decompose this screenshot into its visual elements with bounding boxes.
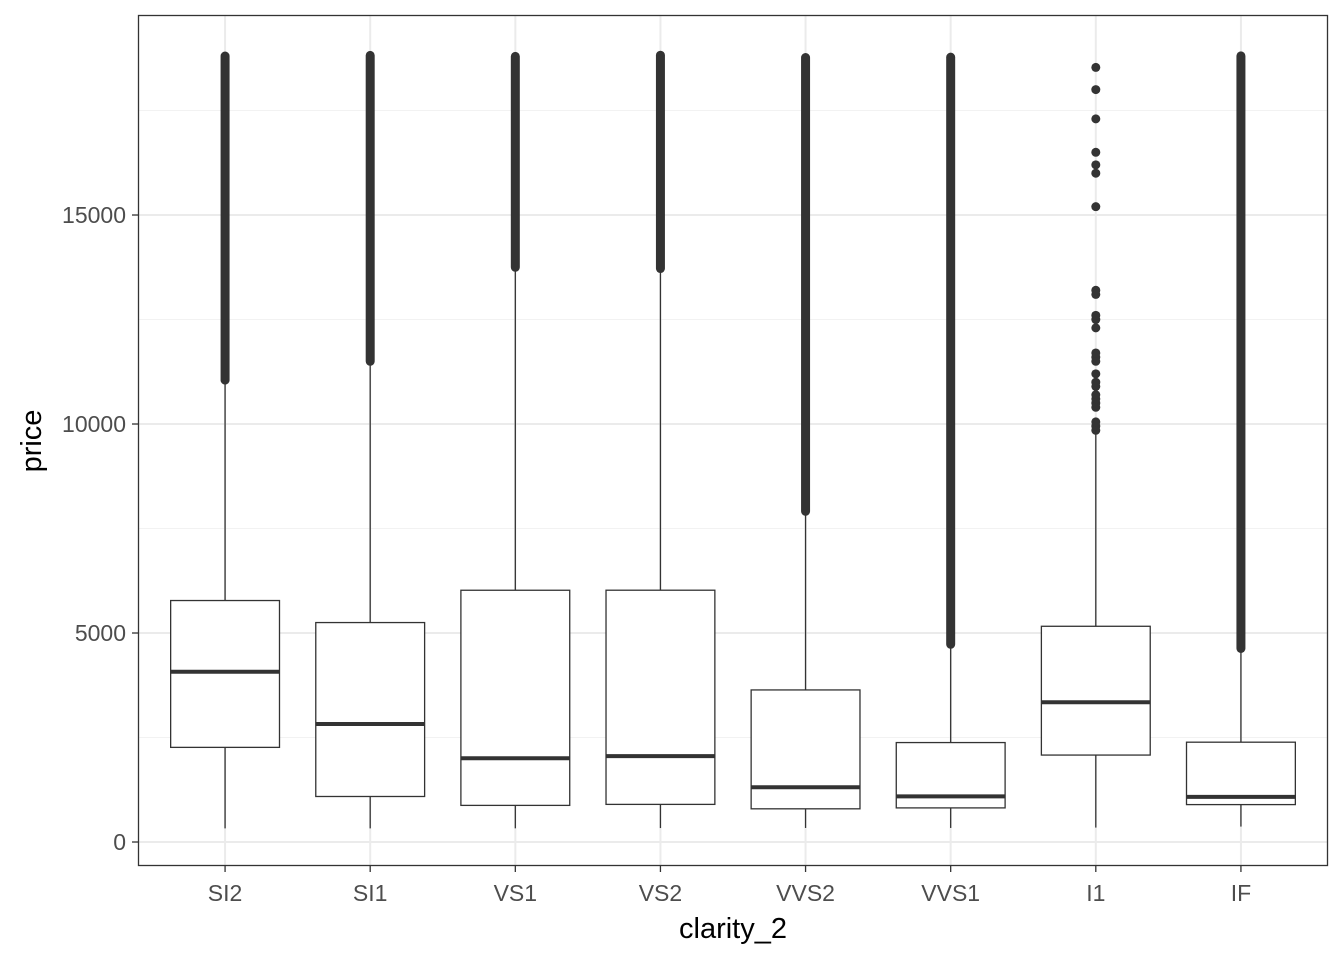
x-tick-label: SI1 [353, 880, 388, 906]
outlier-point [1091, 202, 1101, 212]
x-tick-label: SI2 [208, 880, 243, 906]
axes: 0 5000 10000 15000 SI2 SI1 VS1 VS2 VVS2 VVS1 I1 IF [62, 202, 1251, 906]
x-tick-label: IF [1231, 880, 1251, 906]
outlier-point [1091, 390, 1101, 400]
box-IF [1185, 51, 1296, 827]
iqr-box [750, 689, 861, 810]
y-axis-title: price [16, 410, 48, 473]
iqr-box [460, 589, 571, 807]
outlier-point [1091, 323, 1101, 333]
iqr-box [315, 621, 426, 798]
boxes [170, 50, 1296, 829]
box-VVS2 [750, 53, 861, 828]
outlier-point [1091, 417, 1101, 427]
y-tick-label: 10000 [62, 411, 126, 437]
box-VVS1 [895, 52, 1006, 828]
iqr-box [1185, 741, 1296, 806]
iqr-box [1040, 625, 1151, 756]
y-tick-label: 15000 [62, 202, 126, 228]
outlier-point [1091, 160, 1101, 170]
outlier-point [1091, 147, 1101, 157]
box-I1 [1040, 62, 1151, 828]
box-VS2 [605, 50, 716, 829]
box-SI2 [170, 51, 281, 829]
x-tick-label: VS1 [494, 880, 537, 906]
y-tick-label: 5000 [75, 620, 126, 646]
panel-border [137, 14, 1329, 867]
iqr-box [170, 599, 281, 749]
x-axis-title: clarity_2 [679, 913, 787, 945]
outlier-point [1091, 310, 1101, 320]
box-VS1 [460, 51, 571, 829]
outlier-point [1091, 62, 1101, 72]
x-tick-label: I1 [1086, 880, 1105, 906]
x-tick-label: VVS2 [776, 880, 835, 906]
outlier-point [1091, 348, 1101, 358]
y-tick-label: 0 [113, 829, 126, 855]
outlier-point [1091, 114, 1101, 124]
box-SI1 [315, 50, 426, 829]
outlier-point [1091, 85, 1101, 95]
outlier-point [1091, 369, 1101, 379]
outlier-point [1091, 377, 1101, 387]
iqr-box [605, 589, 716, 806]
outlier-point [1091, 285, 1101, 295]
x-tick-label: VVS1 [921, 880, 980, 906]
outlier-point [1091, 168, 1101, 178]
x-tick-label: VS2 [639, 880, 682, 906]
